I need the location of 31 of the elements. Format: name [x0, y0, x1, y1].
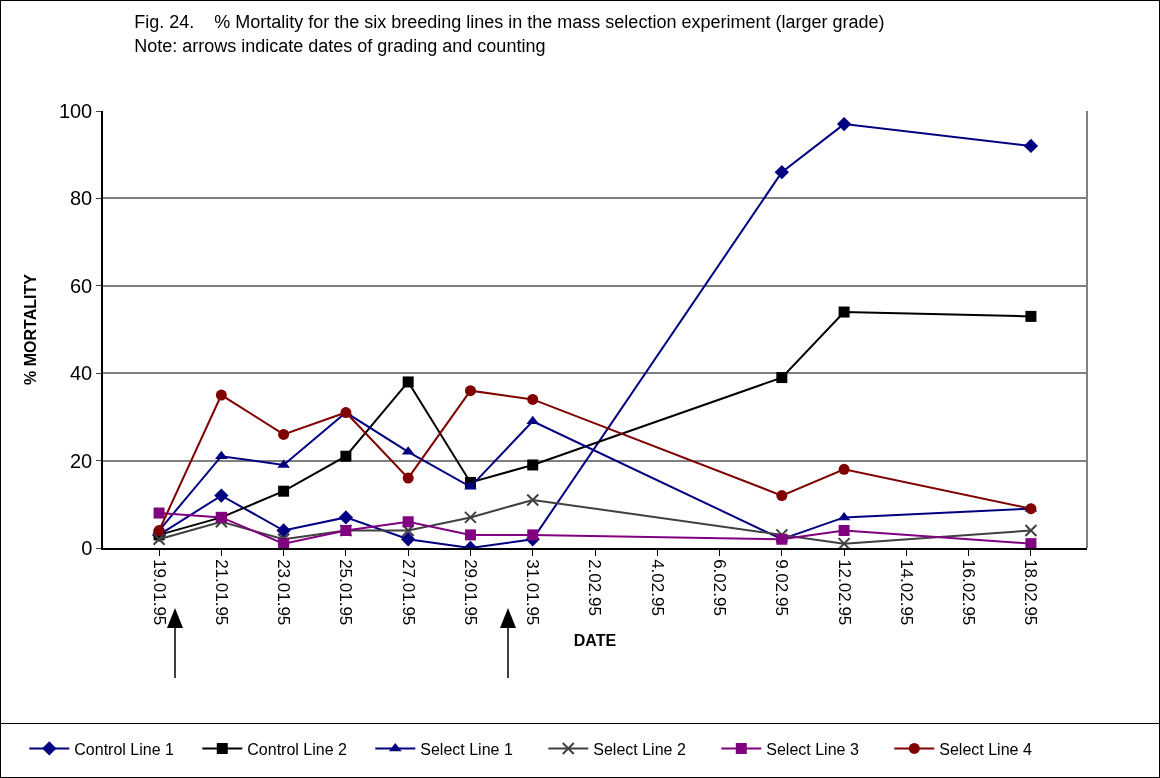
legend-label: Select Line 3	[766, 740, 859, 758]
x-tick-label: 21.01.95	[211, 559, 231, 626]
x-tick-label: 4.02.95	[647, 559, 667, 616]
x-tick-label: 19.01.95	[149, 559, 169, 626]
y-tick-label: 40	[70, 362, 93, 385]
y-tick-label: 60	[70, 274, 93, 297]
x-tick-label: 25.01.95	[336, 559, 356, 626]
x-tick-label: 9.02.95	[772, 559, 792, 616]
x-tick-label: 31.01.95	[523, 559, 543, 626]
y-tick-label: 100	[58, 100, 93, 122]
x-axis-title: DATE	[573, 631, 617, 649]
y-axis-title: % MORTALITY	[22, 273, 40, 385]
x-tick-label: 2.02.95	[585, 559, 605, 616]
legend-label: Select Line 1	[420, 740, 513, 758]
x-tick-label: 16.02.95	[959, 559, 979, 626]
legend-label: Control Line 2	[247, 740, 347, 758]
legend-label: Select Line 4	[939, 740, 1032, 758]
y-tick-label: 20	[70, 449, 93, 472]
y-tick-label: 80	[70, 187, 93, 210]
x-tick-label: 18.02.95	[1021, 559, 1041, 626]
x-tick-label: 23.01.95	[274, 559, 294, 626]
x-tick-label: 29.01.95	[460, 559, 480, 626]
x-tick-label: 27.01.95	[398, 559, 418, 626]
chart-title: Fig. 24. % Mortality for the six breeding lines in the mass selection experiment (larger grade)	[134, 12, 885, 33]
y-tick-label: 0	[81, 537, 93, 559]
x-tick-label: 6.02.95	[710, 559, 730, 616]
x-tick-label: 14.02.95	[896, 559, 916, 626]
x-tick-label: 12.02.95	[834, 559, 854, 626]
legend-label: Control Line 1	[74, 740, 174, 758]
chart-subtitle: Note: arrows indicate dates of grading and counting	[134, 35, 546, 56]
legend-label: Select Line 2	[593, 740, 686, 758]
